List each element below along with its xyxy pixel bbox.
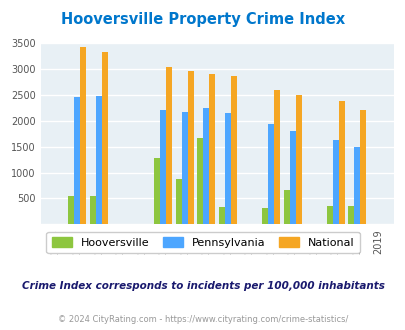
Bar xyxy=(197,138,203,224)
Bar xyxy=(332,140,338,224)
Bar xyxy=(96,96,102,224)
Bar xyxy=(273,90,279,224)
Bar xyxy=(209,74,215,224)
Bar xyxy=(230,76,237,224)
Bar xyxy=(203,108,209,224)
Bar xyxy=(74,97,80,224)
Bar xyxy=(267,124,273,224)
Bar xyxy=(347,206,353,224)
Bar xyxy=(283,190,289,224)
Text: Hooversville Property Crime Index: Hooversville Property Crime Index xyxy=(61,12,344,26)
Text: Crime Index corresponds to incidents per 100,000 inhabitants: Crime Index corresponds to incidents per… xyxy=(21,281,384,291)
Bar xyxy=(80,47,86,224)
Bar xyxy=(338,102,344,224)
Bar xyxy=(175,179,181,224)
Legend: Hooversville, Pennsylvania, National: Hooversville, Pennsylvania, National xyxy=(46,232,359,253)
Bar xyxy=(289,131,295,224)
Bar xyxy=(188,71,194,224)
Bar xyxy=(326,206,332,224)
Bar xyxy=(154,157,160,224)
Bar xyxy=(68,196,74,224)
Bar xyxy=(353,147,359,224)
Bar xyxy=(181,112,188,224)
Bar xyxy=(295,95,301,224)
Bar xyxy=(166,67,172,224)
Bar xyxy=(359,110,365,224)
Bar xyxy=(218,207,224,224)
Bar xyxy=(224,113,230,224)
Bar xyxy=(160,110,166,224)
Text: © 2024 CityRating.com - https://www.cityrating.com/crime-statistics/: © 2024 CityRating.com - https://www.city… xyxy=(58,315,347,324)
Bar xyxy=(261,208,267,224)
Bar xyxy=(102,52,108,224)
Bar xyxy=(90,196,96,224)
